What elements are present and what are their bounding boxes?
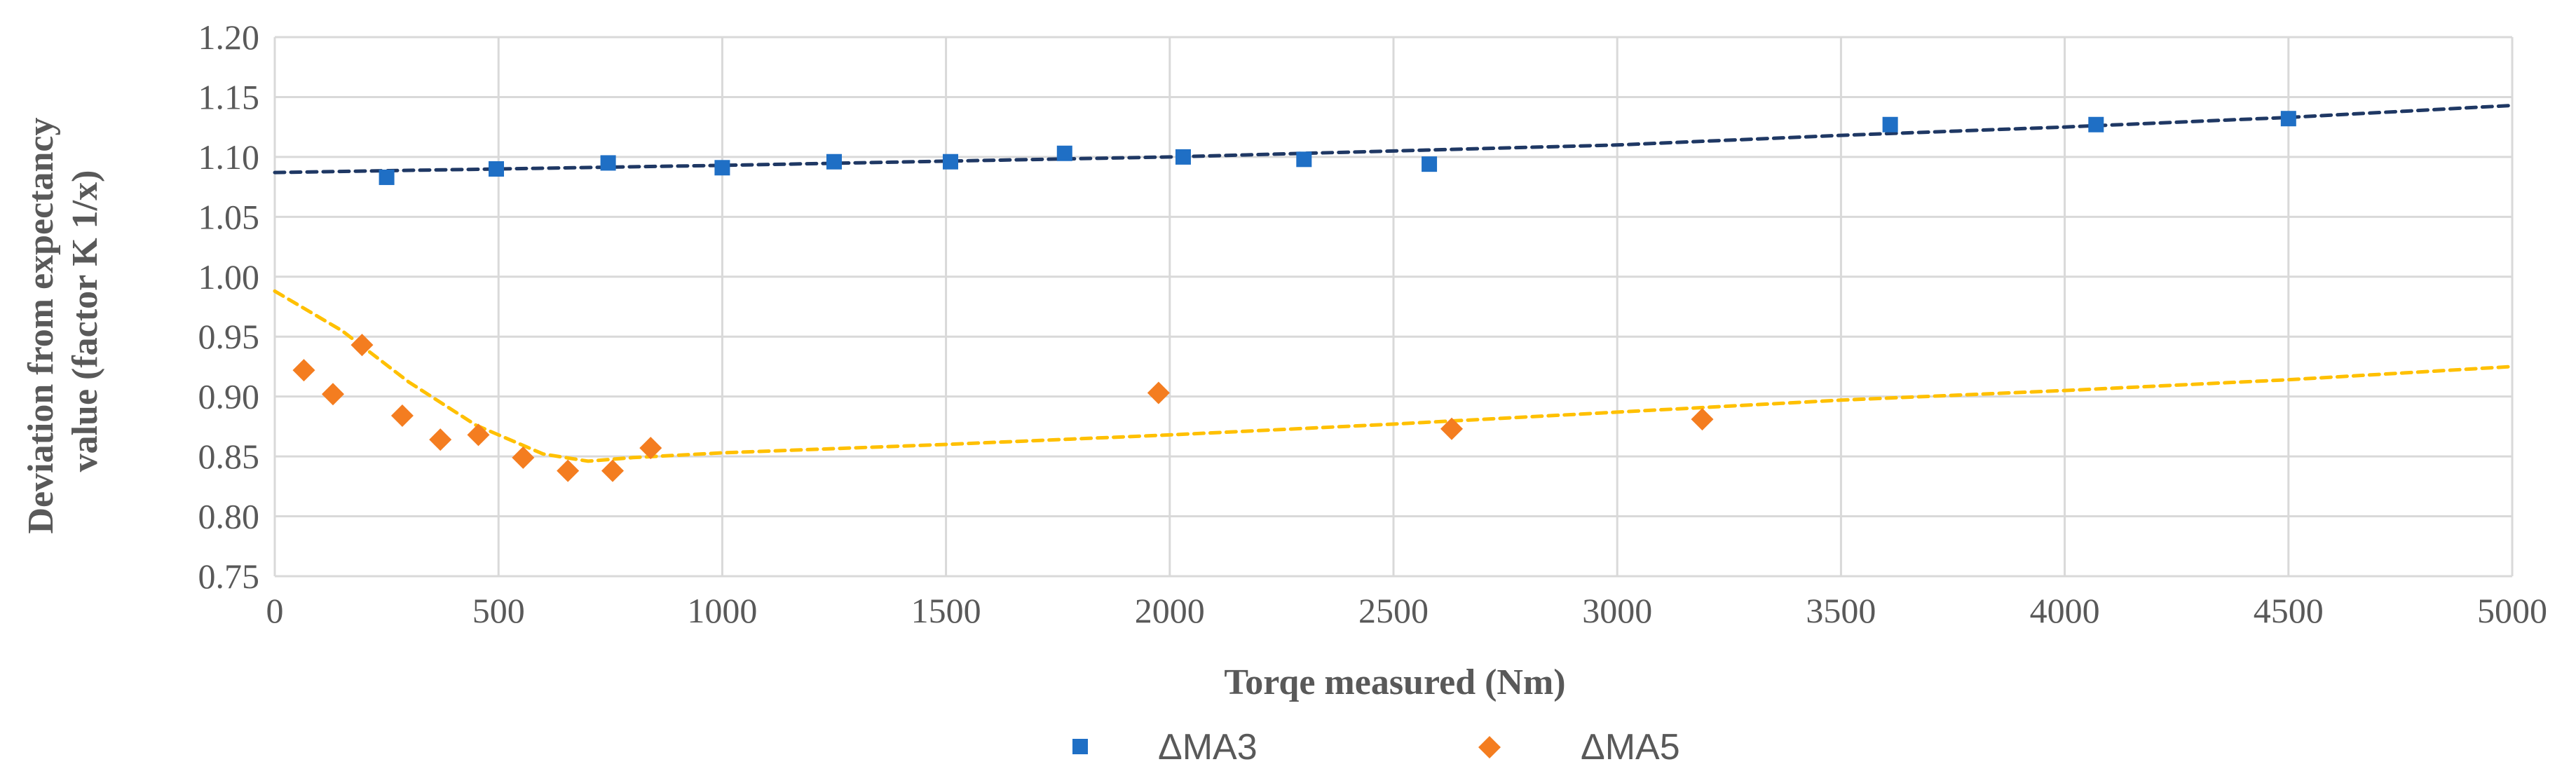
data-points [292, 111, 2296, 482]
x-axis-title: Torqe measured (Nm) [1224, 662, 1565, 702]
x-tick-label: 2500 [1358, 591, 1429, 630]
data-point-ma3 [1056, 145, 1072, 161]
x-tick-label: 1500 [911, 591, 981, 630]
x-tick-label: 0 [266, 591, 284, 630]
data-point-ma5 [639, 437, 662, 460]
data-point-ma3 [2088, 116, 2104, 132]
y-tick-label: 0.85 [198, 437, 260, 476]
trendlines [273, 103, 2514, 463]
tick-labels: 0.75 0.80 0.85 0.90 0.95 1.00 1.05 1.10 1.15 1.20… [198, 18, 2548, 630]
data-point-ma5 [1440, 417, 1463, 440]
y-tick-label: 0.90 [198, 377, 260, 416]
y-tick-label: 1.20 [198, 18, 260, 57]
y-axis-title: Deviation from expectancy value (factor … [21, 108, 105, 533]
data-point-ma5 [350, 334, 374, 357]
x-tick-label: 4000 [2030, 591, 2100, 630]
trendline-ma5 [273, 289, 2514, 463]
x-tick-label: 3000 [1582, 591, 1652, 630]
legend-marker-ma3 [1072, 739, 1088, 754]
x-tick-label: 5000 [2477, 591, 2547, 630]
y-tick-label: 1.15 [198, 77, 260, 116]
data-point-ma3 [2280, 111, 2296, 127]
x-tick-label: 500 [472, 591, 525, 630]
y-tick-label: 0.80 [198, 497, 260, 536]
data-point-ma3 [1882, 116, 1898, 132]
data-point-ma5 [429, 428, 452, 451]
data-point-ma5 [467, 423, 490, 447]
data-point-ma5 [292, 359, 315, 382]
data-point-ma3 [826, 154, 842, 170]
x-tick-label: 2000 [1135, 591, 1205, 630]
data-point-ma5 [1147, 381, 1170, 404]
x-tick-label: 1000 [687, 591, 757, 630]
gridlines [273, 36, 2514, 578]
legend-label-ma3: ΔMA3 [1158, 727, 1258, 768]
data-point-ma3 [1422, 156, 1438, 172]
legend: ΔMA3 ΔMA5 [1072, 727, 1680, 768]
trendline-ma3 [273, 103, 2514, 175]
data-point-ma5 [390, 404, 414, 428]
data-point-ma5 [601, 459, 624, 482]
y-tick-label: 0.95 [198, 317, 260, 356]
data-point-ma3 [1296, 151, 1312, 168]
data-point-ma3 [1175, 149, 1191, 165]
y-axis-title-line-1: Deviation from expectancy [21, 117, 61, 533]
legend-item-ma3: ΔMA3 [1072, 727, 1258, 768]
data-point-ma3 [379, 169, 395, 185]
x-tick-label: 3500 [1806, 591, 1876, 630]
legend-marker-ma5 [1478, 736, 1501, 758]
y-tick-label: 1.00 [198, 257, 260, 297]
x-tick-label: 4500 [2254, 591, 2324, 630]
data-point-ma3 [714, 160, 730, 176]
y-tick-label: 1.05 [198, 197, 260, 236]
data-point-ma3 [489, 161, 505, 177]
y-axis-title-line-2: value (factor K 1/x) [65, 170, 105, 472]
legend-item-ma5: ΔMA5 [1478, 727, 1680, 768]
data-point-ma3 [942, 154, 958, 170]
data-point-ma5 [1691, 408, 1714, 431]
data-point-ma3 [600, 155, 616, 171]
data-point-ma5 [557, 459, 580, 482]
legend-label-ma5: ΔMA5 [1581, 727, 1680, 768]
y-tick-label: 1.10 [198, 137, 260, 177]
data-point-ma5 [321, 383, 344, 406]
y-tick-label: 0.75 [198, 557, 260, 596]
data-point-ma5 [512, 446, 535, 469]
